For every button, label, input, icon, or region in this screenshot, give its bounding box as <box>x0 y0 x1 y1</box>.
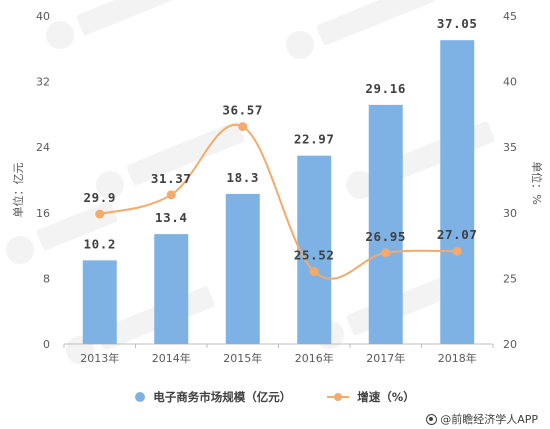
x-tick-label: 2014年 <box>152 351 191 365</box>
growth-point <box>309 267 319 277</box>
y-left-tick-label: 32 <box>36 76 50 89</box>
y-right-tick-label: 20 <box>503 338 517 351</box>
y-axis-right-title: 单位：% <box>530 161 544 204</box>
bar <box>225 193 260 344</box>
growth-data-label: 27.07 <box>437 227 478 242</box>
growth-point <box>95 209 105 219</box>
legend-bar-label: 电子商务市场规模（亿元） <box>153 390 292 404</box>
bar <box>297 155 332 344</box>
y-left-tick-label: 24 <box>36 141 50 154</box>
bar-labels: 10.2 13.4 18.3 22.97 29.16 37.05 <box>83 16 478 251</box>
growth-point <box>452 246 462 256</box>
y-axis-left: 0 8 16 24 32 40 <box>36 10 50 351</box>
x-tick-label: 2015年 <box>223 351 262 365</box>
growth-point <box>166 190 176 200</box>
growth-data-label: 31.37 <box>151 171 192 186</box>
y-left-tick-label: 16 <box>36 207 50 220</box>
source-logo-icon <box>426 413 438 425</box>
growth-data-label: 29.9 <box>83 190 116 205</box>
y-right-tick-label: 40 <box>503 76 517 89</box>
legend-item-bar[interactable]: 电子商务市场规模（亿元） <box>135 389 291 405</box>
legend: 电子商务市场规模（亿元） 增速（%） <box>0 388 550 406</box>
bar <box>440 40 475 344</box>
x-tick-label: 2018年 <box>438 351 477 365</box>
legend-line-swatch <box>327 392 350 402</box>
legend-bar-swatch <box>135 392 146 402</box>
y-left-tick-label: 0 <box>43 338 50 351</box>
source-text: @前瞻经济学人APP <box>440 413 538 426</box>
bar <box>154 234 189 344</box>
x-axis: 2013年 2014年 2015年 2016年 2017年 2018年 <box>63 344 494 365</box>
x-tick-label: 2017年 <box>366 351 405 365</box>
y-right-tick-label: 45 <box>503 10 517 23</box>
growth-data-label: 26.95 <box>365 229 406 244</box>
bar-data-label: 37.05 <box>437 16 478 31</box>
y-axis-right: 20 25 30 35 40 45 <box>503 10 517 351</box>
bar-data-label: 18.3 <box>226 170 259 185</box>
growth-data-label: 25.52 <box>294 248 335 263</box>
bar-data-label: 10.2 <box>83 236 116 251</box>
watermark <box>5 0 495 364</box>
legend-line-label: 增速（%） <box>357 390 415 404</box>
x-tick-label: 2016年 <box>295 351 334 365</box>
bar-data-label: 13.4 <box>155 210 188 225</box>
x-tick-label: 2013年 <box>80 351 119 365</box>
growth-data-label: 36.57 <box>222 103 263 118</box>
bar <box>368 104 403 344</box>
line-series <box>95 122 462 280</box>
y-left-tick-label: 40 <box>36 10 50 23</box>
growth-point <box>381 248 391 258</box>
growth-point <box>238 122 248 132</box>
y-right-tick-label: 35 <box>503 141 517 154</box>
legend-item-line[interactable]: 增速（%） <box>327 389 415 405</box>
line-labels: 29.9 31.37 36.57 25.52 26.95 27.07 <box>83 103 478 263</box>
y-right-tick-label: 30 <box>503 207 517 220</box>
y-left-tick-label: 8 <box>43 272 50 285</box>
bar-series <box>82 40 475 344</box>
bar-data-label: 22.97 <box>294 132 335 147</box>
source-credit: @前瞻经济学人APP <box>426 411 538 427</box>
bar <box>82 260 117 344</box>
y-axis-left-title: 单位：亿元 <box>11 163 25 218</box>
y-right-tick-label: 25 <box>503 272 517 285</box>
bar-data-label: 29.16 <box>365 81 406 96</box>
growth-line <box>99 123 458 280</box>
